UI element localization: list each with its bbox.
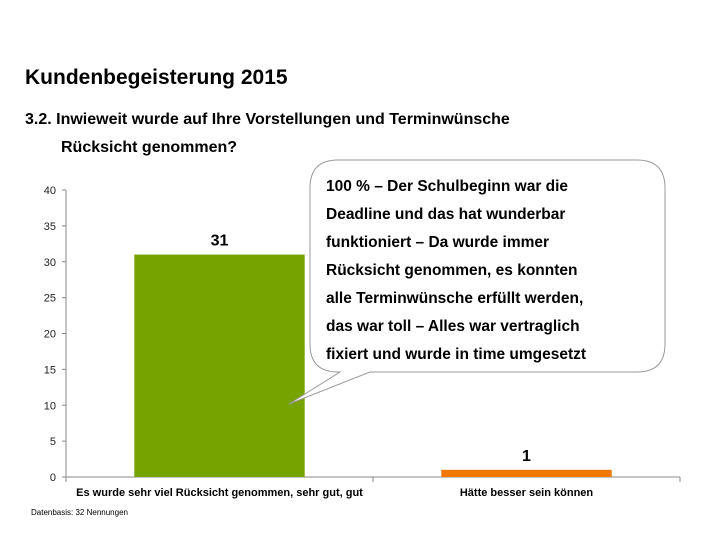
bar	[134, 254, 305, 477]
y-tick-label: 5	[50, 436, 56, 448]
y-tick-label: 0	[50, 472, 56, 484]
speech-bubble	[288, 159, 666, 405]
chart-bars	[134, 254, 612, 477]
y-tick-label: 40	[44, 185, 56, 197]
y-tick-label: 35	[44, 221, 56, 233]
y-tick-label: 15	[44, 364, 56, 376]
speech-bubble-text: 100 % – Der Schulbeginn war die Deadline…	[326, 173, 656, 369]
y-tick-label: 25	[44, 293, 56, 305]
survey-question: 3.2. Inwieweit wurde auf Ihre Vorstellun…	[25, 106, 625, 162]
x-category-label: Hätte besser sein können	[460, 487, 594, 499]
callout-line: funktioniert – Da wurde immer	[326, 234, 550, 251]
callout-line: Deadline und das hat wunderbar	[326, 206, 566, 223]
callout-line: 100 % – Der Schulbeginn war die	[326, 178, 569, 195]
bar-data-label: 1	[522, 448, 531, 465]
y-tick-label: 10	[44, 400, 56, 412]
bar-data-label: 31	[211, 233, 229, 250]
data-basis-footnote: Datenbasis: 32 Nennungen	[31, 508, 128, 517]
chart-labels: 31 Es wurde sehr viel Rücksicht genommen,…	[76, 233, 593, 499]
callout-line: fixiert und wurde in time umgesetzt	[326, 346, 587, 363]
callout-line: alle Terminwünsche erfüllt werden,	[326, 290, 584, 307]
slide-title: Kundenbegeisterung 2015	[25, 66, 288, 89]
callout-line: das war toll – Alles war vertraglich	[326, 318, 580, 335]
x-category-label: Es wurde sehr viel Rücksicht genommen, s…	[76, 487, 363, 499]
y-tick-label: 30	[44, 257, 56, 269]
speech-bubble-outline	[288, 159, 666, 405]
y-tick-label: 20	[44, 329, 56, 341]
bar	[441, 469, 612, 477]
callout-line: Rücksicht genommen, es konnten	[326, 262, 578, 279]
question-line-1: 3.2. Inwieweit wurde auf Ihre Vorstellun…	[25, 111, 510, 128]
question-line-2: Rücksicht genommen?	[61, 139, 238, 156]
